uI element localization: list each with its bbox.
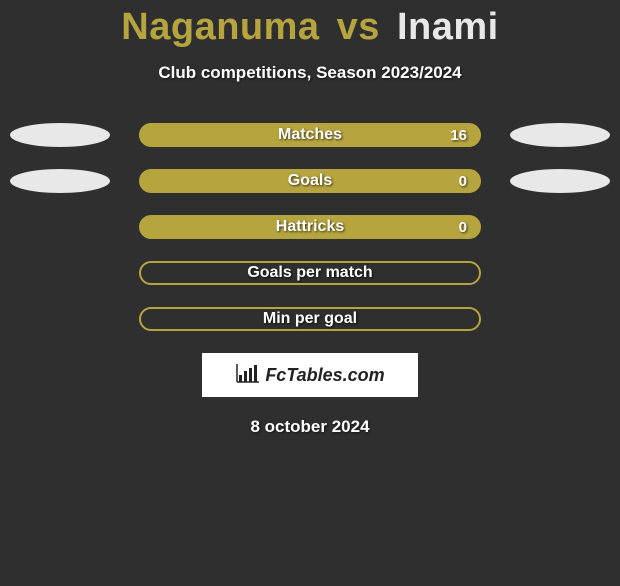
stat-row: Matches 16 [0, 123, 620, 147]
right-ellipse [510, 169, 610, 193]
comparison-title: Naganuma vs Inami [0, 6, 620, 49]
stat-value: 0 [459, 219, 467, 236]
stat-row: Goals per match [0, 261, 620, 285]
stat-label: Hattricks [276, 218, 344, 236]
stat-row: Goals 0 [0, 169, 620, 193]
stats-rows: Matches 16 Goals 0 Hattricks 0 Goals per match… [0, 123, 620, 331]
logo-box[interactable]: FcTables.com [202, 353, 418, 397]
stat-label: Goals [288, 172, 332, 190]
stat-row: Min per goal [0, 307, 620, 331]
stat-value: 16 [450, 127, 467, 144]
player1-name: Naganuma [121, 6, 319, 48]
stat-bar: Min per goal [139, 307, 481, 331]
stat-bar: Matches 16 [139, 123, 481, 147]
date-text: 8 october 2024 [0, 417, 620, 437]
player2-name: Inami [397, 6, 499, 48]
logo-inner: FcTables.com [235, 362, 384, 389]
stat-label: Matches [278, 126, 342, 144]
left-ellipse [10, 169, 110, 193]
stat-bar: Hattricks 0 [139, 215, 481, 239]
left-ellipse [10, 123, 110, 147]
stat-row: Hattricks 0 [0, 215, 620, 239]
stat-label: Min per goal [263, 310, 357, 328]
right-ellipse [510, 123, 610, 147]
stat-bar: Goals per match [139, 261, 481, 285]
stat-label: Goals per match [247, 264, 372, 282]
stat-value: 0 [459, 173, 467, 190]
vs-text: vs [337, 6, 380, 48]
logo-text: FcTables.com [265, 365, 384, 386]
bar-chart-icon [235, 362, 261, 389]
subtitle: Club competitions, Season 2023/2024 [0, 63, 620, 83]
stat-bar: Goals 0 [139, 169, 481, 193]
